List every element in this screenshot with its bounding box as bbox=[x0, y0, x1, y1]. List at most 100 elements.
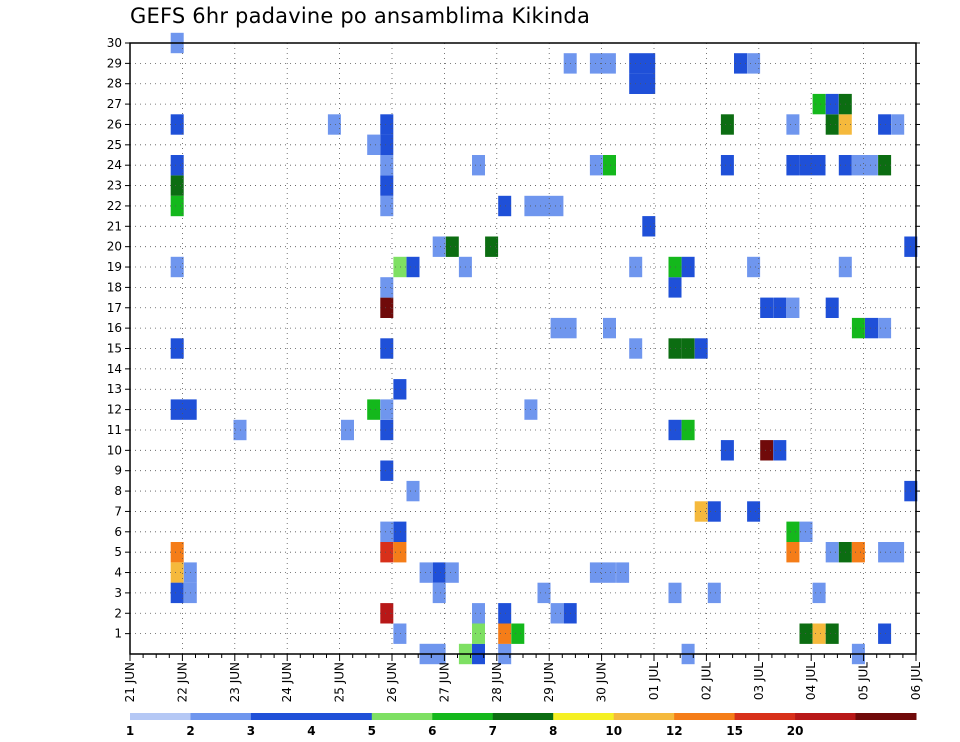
y-tick-label: 12 bbox=[107, 403, 122, 417]
color-legend-swatch bbox=[734, 713, 796, 720]
heatmap-cell bbox=[380, 603, 394, 624]
heatmap-cell bbox=[629, 53, 656, 74]
heatmap-cell bbox=[786, 542, 800, 563]
color-legend-swatch bbox=[190, 713, 252, 720]
heatmap-cell bbox=[865, 317, 878, 339]
grid-layer bbox=[130, 43, 916, 654]
heatmap-cell bbox=[629, 73, 656, 94]
heatmap-cell bbox=[524, 195, 564, 217]
heatmap-cell bbox=[720, 114, 734, 135]
heatmap-cell bbox=[616, 562, 630, 583]
y-tick-label: 6 bbox=[114, 525, 122, 539]
heatmap-cell bbox=[170, 155, 184, 176]
y-tick-label: 3 bbox=[114, 586, 122, 600]
heatmap-cell bbox=[170, 582, 184, 604]
y-tick-label: 11 bbox=[107, 423, 122, 437]
color-legend-swatch bbox=[553, 713, 615, 720]
heatmap-cell bbox=[694, 501, 708, 522]
x-tick-label: 03 JUL bbox=[752, 662, 766, 700]
x-axis: 21 JUN 22 JUN 23 JUN 24 JUN 25 JUN 26 JUN 27 J… bbox=[123, 654, 923, 702]
color-legend-label: 15 bbox=[726, 724, 743, 738]
x-tick-label: 29 JUN bbox=[542, 662, 556, 702]
heatmap-cell bbox=[170, 195, 184, 217]
color-legend-label: 20 bbox=[787, 724, 804, 738]
x-tick-label: 01 JUL bbox=[647, 662, 661, 700]
heatmap-cell bbox=[786, 521, 800, 542]
heatmap-cell bbox=[773, 440, 787, 461]
heatmap-cell bbox=[681, 419, 695, 441]
heatmap-cell bbox=[406, 256, 420, 278]
heatmap-cell bbox=[786, 297, 800, 318]
x-tick-label: 24 JUN bbox=[280, 662, 294, 702]
x-tick-label: 23 JUN bbox=[228, 662, 242, 702]
heatmap-cell bbox=[812, 582, 826, 604]
color-legend-swatch bbox=[371, 713, 433, 720]
color-legend-label: 10 bbox=[605, 724, 622, 738]
heatmap-cell bbox=[603, 317, 616, 339]
heatmap-cell bbox=[589, 155, 603, 176]
heatmap-cell bbox=[681, 256, 695, 278]
heatmap-cell bbox=[367, 399, 381, 420]
color-legend-label: 4 bbox=[307, 724, 315, 738]
y-axis: 1234567891011121314151617181920212223242… bbox=[107, 36, 920, 641]
heatmap-cell bbox=[681, 338, 695, 359]
y-tick-label: 13 bbox=[107, 382, 122, 396]
heatmap-cell bbox=[393, 379, 407, 400]
heatmap-cell bbox=[812, 623, 826, 644]
heatmap-cell bbox=[720, 440, 734, 461]
heatmap-cell bbox=[380, 175, 394, 196]
y-tick-label: 20 bbox=[107, 240, 122, 254]
heatmap-cell bbox=[878, 155, 892, 176]
heatmap-cell bbox=[341, 419, 354, 441]
x-tick-label: 06 JUL bbox=[909, 662, 923, 700]
heatmap-cell bbox=[380, 521, 394, 542]
y-tick-label: 15 bbox=[107, 342, 122, 356]
chart-title: GEFS 6hr padavine po ansamblima Kikinda bbox=[130, 4, 591, 28]
heatmap-cell bbox=[380, 114, 394, 135]
heatmap-cell bbox=[511, 623, 525, 644]
heatmap-cell bbox=[472, 623, 485, 644]
heatmap-cell bbox=[380, 338, 394, 359]
heatmap-cell bbox=[760, 297, 774, 318]
y-tick-label: 10 bbox=[107, 443, 122, 457]
y-tick-label: 19 bbox=[107, 260, 122, 274]
y-tick-label: 24 bbox=[107, 158, 122, 172]
heatmap-cell bbox=[812, 93, 826, 115]
heatmap-cell bbox=[170, 338, 184, 359]
heatmap-cell bbox=[825, 542, 839, 563]
color-legend-swatch bbox=[674, 713, 736, 720]
heatmap-cell bbox=[878, 317, 892, 339]
heatmap-cell bbox=[498, 603, 512, 624]
x-tick-label: 28 JUN bbox=[490, 662, 504, 702]
color-legend-swatch bbox=[250, 713, 312, 720]
y-tick-label: 27 bbox=[107, 97, 122, 111]
heatmap-cell bbox=[380, 155, 394, 176]
heatmap-cell bbox=[380, 419, 394, 441]
color-legend-label: 6 bbox=[428, 724, 436, 738]
heatmap-cell bbox=[851, 542, 865, 563]
heatmap-cell bbox=[537, 582, 551, 604]
heatmap-cell bbox=[472, 155, 485, 176]
heatmap-cell bbox=[851, 317, 865, 339]
heatmap-cell bbox=[550, 317, 577, 339]
heatmap-cell bbox=[878, 114, 892, 135]
heatmap-cell bbox=[170, 399, 197, 420]
heatmap-cell bbox=[170, 542, 184, 563]
color-legend-label: 1 bbox=[126, 724, 134, 738]
y-tick-label: 16 bbox=[107, 321, 122, 335]
heatmap-cell bbox=[851, 155, 878, 176]
heatmap-cell bbox=[432, 582, 446, 604]
x-tick-label: 02 JUL bbox=[699, 662, 713, 700]
heatmap-cell bbox=[825, 114, 839, 135]
heatmap-cell bbox=[747, 53, 761, 74]
heatmap-cell bbox=[747, 256, 761, 278]
heatmap-cell bbox=[589, 562, 616, 583]
y-tick-label: 1 bbox=[114, 627, 122, 641]
heatmap-cell bbox=[380, 297, 394, 318]
heatmap-cell bbox=[380, 542, 394, 563]
heatmap-cell bbox=[642, 216, 656, 237]
heatmap-cell bbox=[498, 195, 512, 217]
heatmap-cell bbox=[878, 623, 892, 644]
heatmap-cell bbox=[878, 542, 905, 563]
